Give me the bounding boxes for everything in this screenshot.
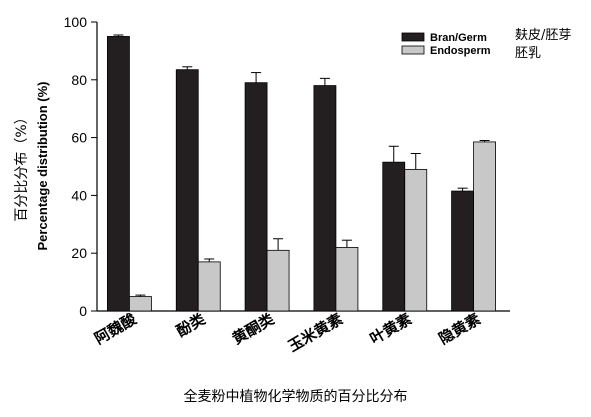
legend-swatch — [401, 32, 425, 42]
y-tick-label: 20 — [71, 245, 87, 261]
endosperm-side-label: 胚乳 — [515, 46, 542, 61]
y-tick-label: 0 — [79, 303, 87, 319]
y-tick-label: 60 — [71, 130, 87, 146]
bar-endosperm — [335, 247, 359, 312]
x-tick-label: 隐黄素 — [436, 310, 484, 348]
y-tick-label: 80 — [71, 72, 87, 88]
y-axis-title: Percentage distribution (%) — [35, 81, 50, 250]
bar-endosperm — [129, 296, 152, 312]
bar-bran-germ — [107, 36, 130, 312]
bar-bran-germ — [175, 69, 199, 312]
y-tick-label: 100 — [64, 14, 88, 30]
bar-endosperm — [404, 168, 428, 312]
x-tick-label: 黄酮类 — [229, 309, 278, 348]
y-tick-label: 40 — [71, 187, 87, 203]
bar-bran-germ — [244, 82, 268, 312]
legend-label: Endosperm — [430, 45, 491, 57]
bran-germ-side-label: 麸皮/胚芽 — [515, 28, 572, 43]
x-tick-label: 玉米黄素 — [285, 310, 346, 356]
y-axis-title-cn: 百分比分布（%） — [14, 110, 30, 221]
bar-endosperm — [266, 249, 290, 312]
bar-bran-germ — [313, 85, 337, 312]
x-tick-label: 酚类 — [173, 309, 209, 340]
bar-endosperm — [197, 261, 221, 312]
x-tick-label: 叶黄素 — [367, 310, 415, 348]
bar-bran-germ — [451, 190, 474, 312]
bar-bran-germ — [382, 161, 406, 312]
chart-caption: 全麦粉中植物化学物质的百分比分布 — [183, 389, 408, 405]
plot-area: 0 20 40 60 80 100 百分比分布（%） Percentage distribut… — [14, 14, 510, 355]
x-tick-label: 阿魏酸 — [91, 309, 140, 348]
legend-label: Bran/Germ — [430, 32, 487, 44]
legend-swatch — [401, 45, 425, 55]
bar-endosperm — [473, 141, 496, 312]
